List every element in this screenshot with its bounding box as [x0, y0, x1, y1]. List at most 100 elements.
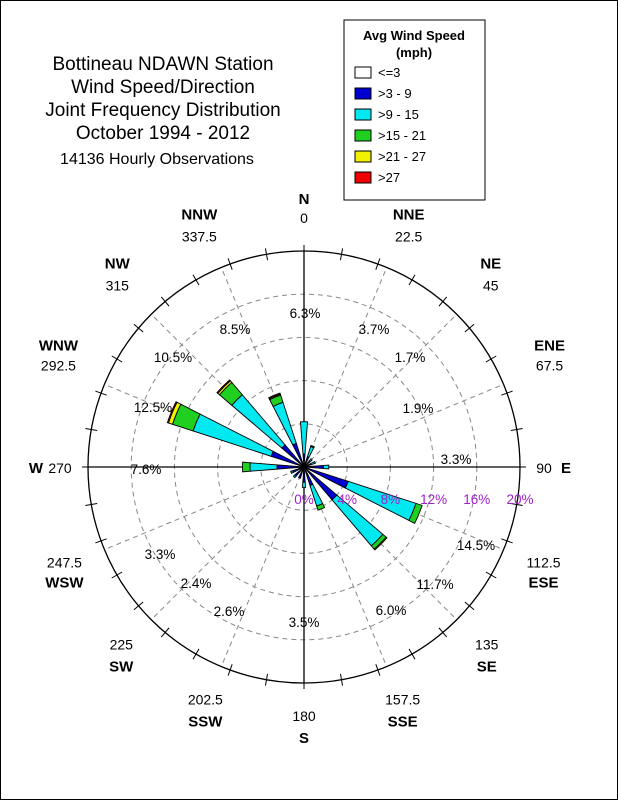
- degree-label-WNW: 292.5: [41, 357, 76, 373]
- scale-label-3: 12%: [420, 492, 447, 507]
- tick-110: [501, 538, 513, 544]
- direction-label-N: N: [299, 191, 310, 208]
- tick-40: [438, 296, 448, 307]
- degree-label-SSW: 202.5: [188, 692, 223, 708]
- percent-label-E: 3.3%: [441, 452, 472, 467]
- tick-160: [375, 664, 381, 676]
- percent-label-SW: 2.4%: [181, 576, 212, 591]
- percent-label-NNW: 8.5%: [220, 322, 251, 337]
- direction-label-E: E: [561, 460, 571, 477]
- bar-SE-seg-4: [373, 536, 388, 551]
- bar-N-seg-1: [302, 453, 306, 465]
- bar-NNE-seg-2: [306, 445, 315, 458]
- tick-130: [464, 601, 475, 611]
- spoke-SW: [150, 466, 305, 621]
- bar-NW-seg-5: [216, 379, 231, 394]
- bar-WSW-seg-2: [290, 470, 295, 474]
- tick-330: [192, 274, 200, 286]
- degree-label-SE: 135: [475, 637, 499, 653]
- direction-label-WSW: WSW: [45, 575, 84, 592]
- direction-label-NNW: NNW: [181, 206, 218, 223]
- scale-label-5: 20%: [506, 492, 533, 507]
- degree-label-NW: 315: [106, 277, 130, 293]
- tick-310: [133, 323, 144, 333]
- legend-label-1: >3 - 9: [378, 86, 412, 101]
- percent-label-SSW: 2.6%: [214, 604, 245, 619]
- tick-300: [111, 355, 123, 363]
- percent-label-S: 3.5%: [289, 615, 320, 630]
- spoke-SSW: [220, 466, 305, 667]
- tick-60: [485, 355, 497, 363]
- title-line-3: Joint Frequency Distribution: [45, 100, 281, 121]
- tick-250: [95, 538, 107, 544]
- legend-swatch-0: [354, 66, 372, 79]
- percent-label-NW: 10.5%: [154, 350, 192, 365]
- bar-NNE-seg-3: [310, 444, 315, 449]
- wind-bars: [166, 379, 423, 551]
- percent-label-WSW: 3.3%: [145, 547, 176, 562]
- direction-label-NNE: NNE: [393, 206, 425, 223]
- tick-200: [227, 664, 233, 676]
- legend-label-5: >27: [378, 170, 400, 185]
- bar-ESE-seg-3: [408, 502, 423, 524]
- title-line-4: October 1994 - 2012: [76, 123, 250, 144]
- tick-30: [408, 274, 416, 286]
- degree-label-SW: 225: [110, 637, 134, 653]
- tick-210: [192, 648, 200, 660]
- scale-label-0: 0%: [294, 492, 314, 507]
- direction-label-WNW: WNW: [39, 337, 79, 354]
- legend-swatch-3: [354, 129, 372, 142]
- tick-10: [339, 248, 344, 261]
- tick-140: [438, 627, 448, 638]
- legend: Avg Wind Speed (mph) <=3 >3 - 9 >9 - 15 >15…: [343, 19, 486, 201]
- percent-label-WNW: 12.5%: [134, 400, 172, 415]
- tick-190: [264, 673, 269, 686]
- percent-label-SSE: 6.0%: [376, 603, 407, 618]
- legend-label-0: <=3: [378, 65, 400, 80]
- legend-label-4: >21 - 27: [378, 149, 426, 164]
- scale-label-2: 8%: [381, 492, 401, 507]
- spoke-NNE: [303, 267, 388, 468]
- percent-label-N: 6.3%: [290, 306, 321, 321]
- tick-290: [95, 390, 107, 396]
- degree-label-N: 0: [300, 210, 308, 226]
- percent-label-W: 7.6%: [131, 462, 162, 477]
- bar-S-seg-2: [301, 481, 307, 488]
- tick-240: [111, 571, 123, 579]
- percent-label-NNE: 3.7%: [359, 322, 390, 337]
- title-line-1: Bottineau NDAWN Station: [52, 54, 273, 75]
- bar-SW-seg-2: [292, 474, 297, 479]
- tick-350: [264, 248, 269, 261]
- direction-label-NE: NE: [480, 255, 501, 272]
- subtitle: 14136 Hourly Observations: [60, 151, 254, 168]
- bar-SSW-seg-2: [298, 476, 302, 479]
- bar-SSE-seg-3: [316, 502, 326, 511]
- legend-title-line-2: (mph): [396, 45, 432, 60]
- spoke-NE: [303, 313, 458, 468]
- degree-label-W: 270: [48, 460, 72, 476]
- tick-150: [408, 648, 416, 660]
- degree-label-WSW: 247.5: [47, 555, 82, 571]
- direction-label-ENE: ENE: [534, 337, 565, 354]
- bar-N-seg-2: [299, 421, 309, 455]
- spoke-ENE: [303, 383, 504, 468]
- bar-W-seg-1: [276, 464, 302, 470]
- chart-title: Bottineau NDAWN Station Wind Speed/Direc…: [45, 54, 281, 168]
- tick-230: [133, 601, 144, 611]
- legend-swatch-4: [354, 150, 372, 163]
- scale-label-1: 4%: [337, 492, 357, 507]
- bar-WNW-seg-5: [166, 401, 178, 424]
- direction-label-W: W: [29, 460, 44, 477]
- degree-label-E: 90: [536, 460, 552, 476]
- tick-260: [85, 502, 98, 507]
- tick-320: [160, 296, 170, 307]
- bar-W-seg-3: [241, 461, 251, 473]
- direction-label-SSW: SSW: [188, 714, 223, 731]
- degree-label-ENE: 67.5: [536, 357, 563, 373]
- bar-NE-seg-2: [308, 458, 313, 463]
- tick-20: [375, 258, 381, 270]
- legend-label-3: >15 - 21: [378, 128, 426, 143]
- percent-label-SE: 11.7%: [416, 577, 453, 592]
- percent-label-ENE: 1.9%: [403, 401, 434, 416]
